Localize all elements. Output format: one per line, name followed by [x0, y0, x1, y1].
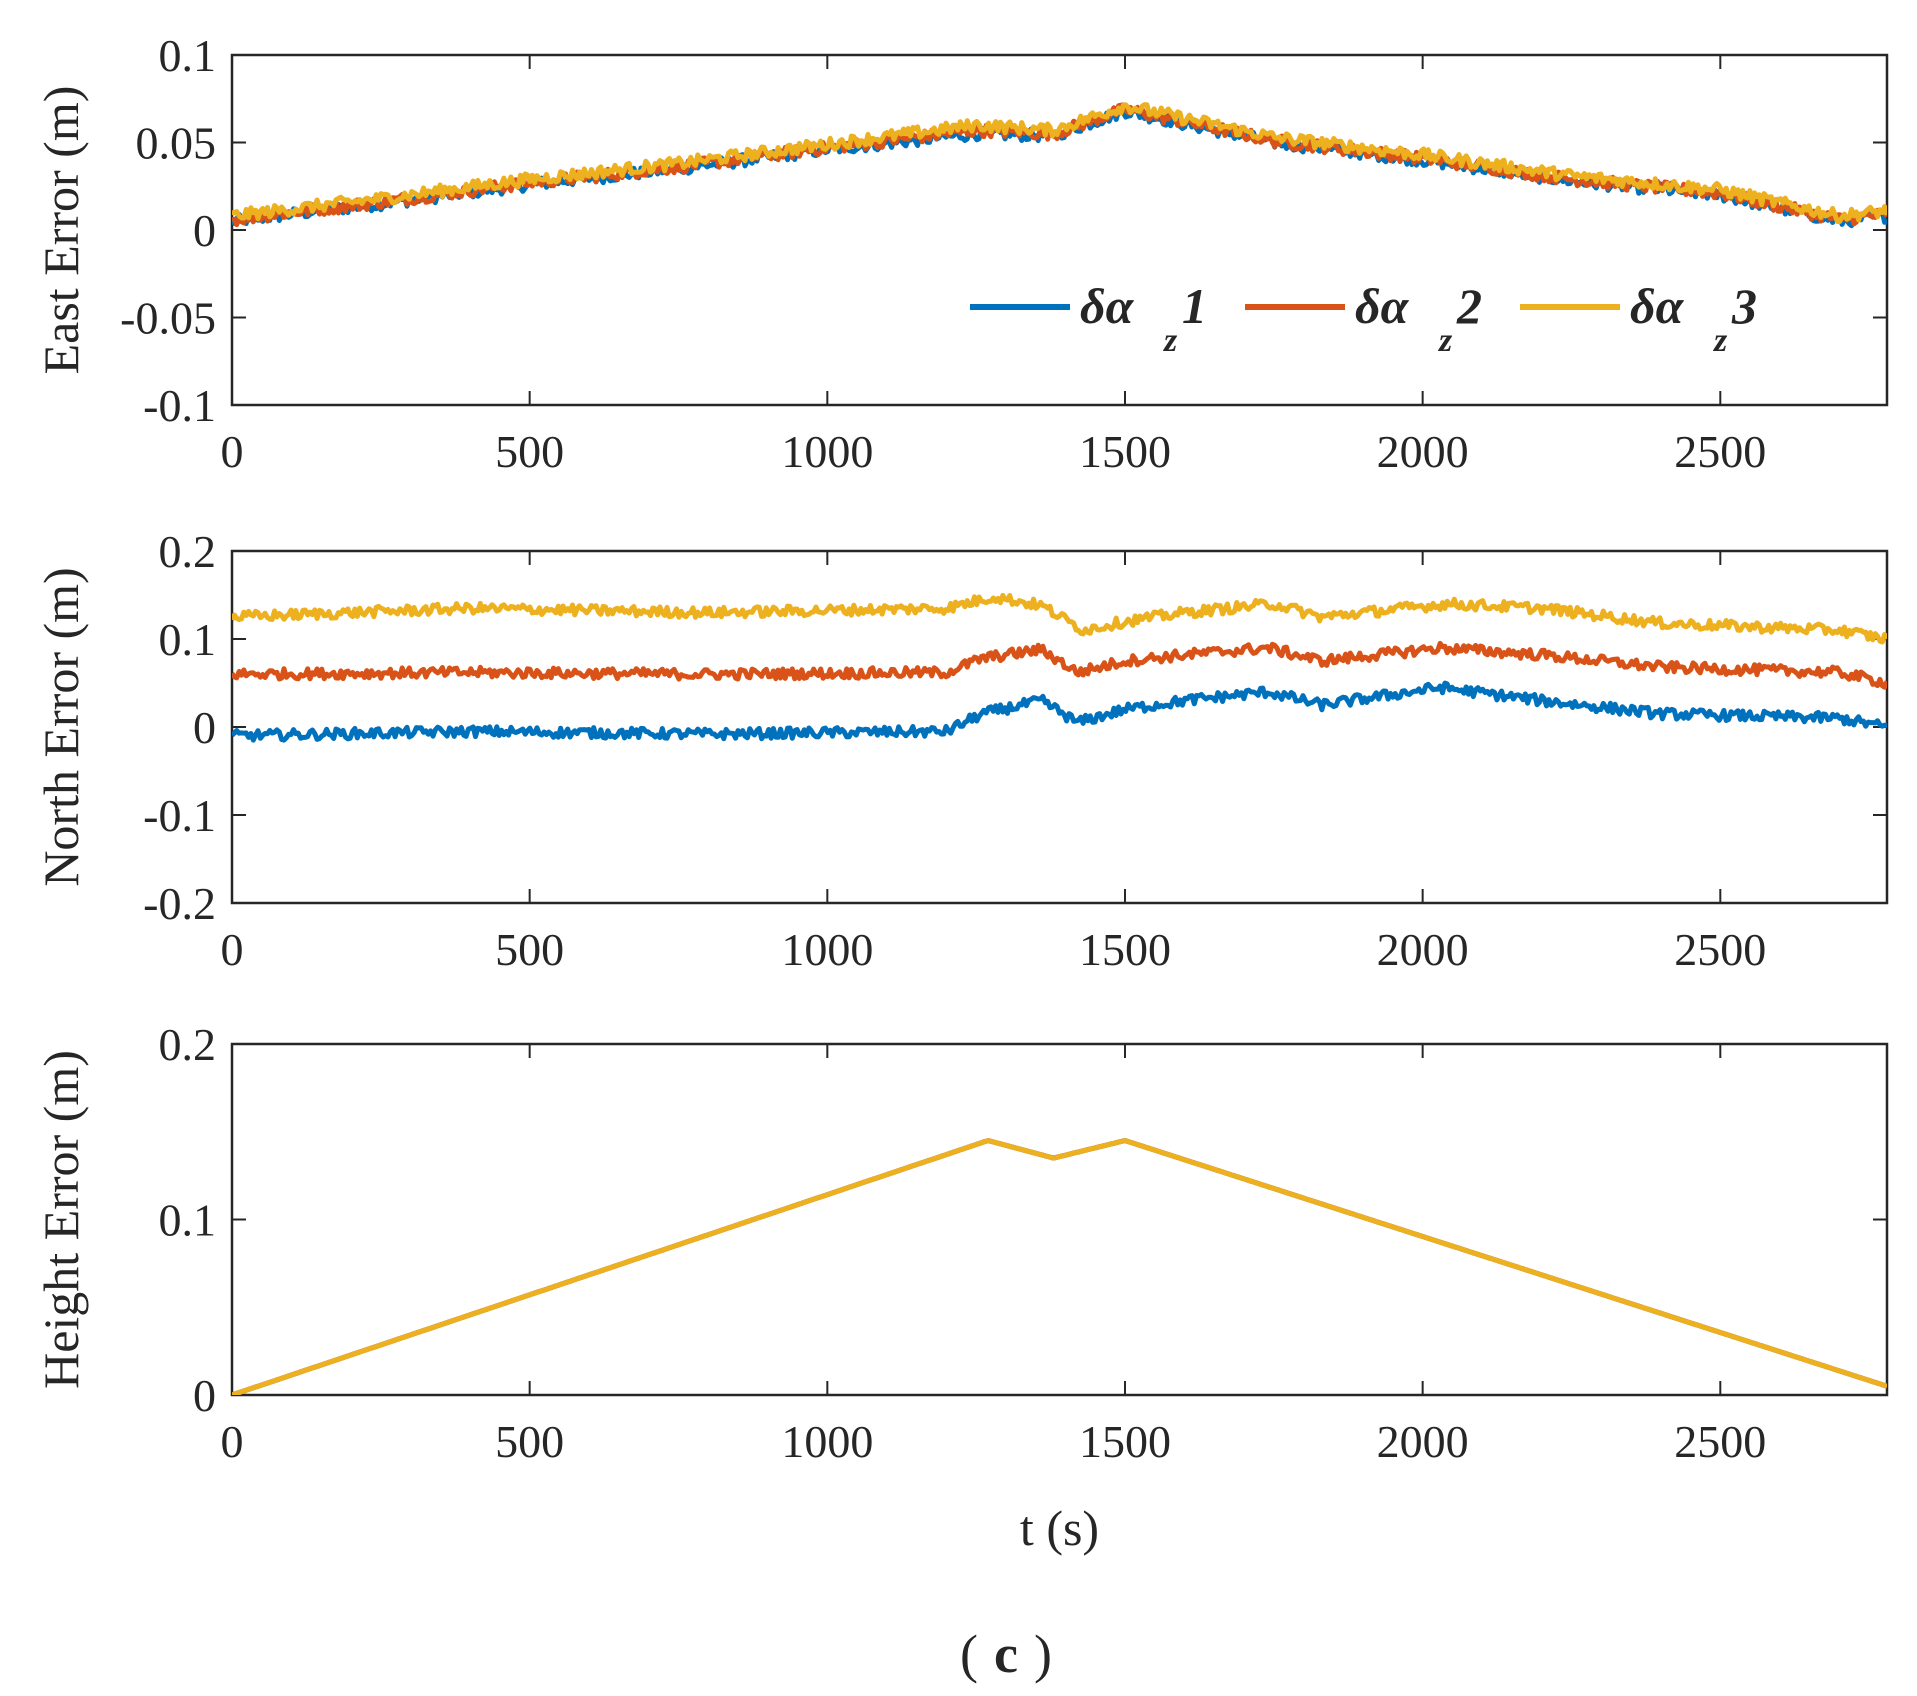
x-tick-label: 1000	[781, 1416, 873, 1467]
y-tick-label: -0.05	[120, 293, 216, 344]
x-tick-label: 0	[221, 1416, 244, 1467]
y-tick-label: 0.1	[159, 1195, 217, 1246]
legend-suffix: 2	[1456, 278, 1482, 334]
x-tick-label: 1500	[1079, 924, 1171, 975]
legend-subscript: z	[1713, 322, 1728, 359]
x-tick-label: 2500	[1674, 1416, 1766, 1467]
x-tick-label: 1000	[781, 426, 873, 477]
caption-open-paren: (	[960, 1624, 978, 1684]
legend-suffix: 1	[1182, 278, 1207, 334]
legend-symbol: δα	[1080, 278, 1135, 334]
y-tick-label: 0	[193, 205, 216, 256]
legend-suffix: 3	[1731, 278, 1757, 334]
y-axis-label: Height Error (m)	[33, 1050, 89, 1389]
y-tick-label: -0.2	[143, 878, 216, 929]
caption-close-paren: )	[1034, 1624, 1052, 1684]
chart-panel-3: 0 500 1000 1500 2000 2500 0 0.1 0.2 Height Error …	[33, 1019, 1889, 1556]
axes-box	[230, 1042, 1889, 1397]
x-axis-label: t (s)	[1020, 1500, 1099, 1556]
legend-subscript: z	[1438, 322, 1453, 359]
x-tick-label: 2500	[1674, 426, 1766, 477]
caption-letter: c	[994, 1624, 1018, 1684]
x-tick-label: 2000	[1377, 426, 1469, 477]
series-line-3	[232, 102, 1887, 224]
x-tick-label: 500	[495, 426, 564, 477]
x-tick-label: 500	[495, 1416, 564, 1467]
x-tick-label: 1000	[781, 924, 873, 975]
x-tick-label: 2000	[1377, 1416, 1469, 1467]
series-line-3	[232, 1138, 1887, 1395]
series-line-3	[232, 592, 1887, 645]
chart-panel-2: 0 500 1000 1500 2000 2500 -0.2 -0.1 0 0.1 0.2 North…	[33, 526, 1889, 975]
y-tick-label: 0.2	[159, 526, 217, 577]
legend-subscript: z	[1163, 322, 1178, 359]
x-tick-label: 2000	[1377, 924, 1469, 975]
x-tick-label: 1500	[1079, 1416, 1171, 1467]
axes-box	[230, 53, 1889, 407]
y-tick-label: -0.1	[143, 790, 216, 841]
y-tick-label: -0.1	[143, 380, 216, 431]
y-tick-label: 0.2	[159, 1019, 217, 1070]
y-axis-label: North Error (m)	[33, 567, 89, 886]
y-tick-label: 0.05	[136, 118, 217, 169]
chart-panel-1: 0 500 1000 1500 2000 2500 -0.1 -0.05 0 0.05 0.1 Eas…	[33, 30, 1889, 477]
x-tick-label: 0	[221, 924, 244, 975]
y-axis-label: East Error (m)	[33, 86, 89, 375]
x-tick-label: 500	[495, 924, 564, 975]
series-line-1	[232, 680, 1887, 743]
x-tick-label: 1500	[1079, 426, 1171, 477]
legend-symbol: δα	[1630, 278, 1685, 334]
legend-symbol: δα	[1355, 278, 1410, 334]
series-line-2	[232, 640, 1887, 690]
y-tick-label: 0.1	[159, 30, 217, 81]
x-tick-label: 0	[221, 426, 244, 477]
y-tick-label: 0	[193, 1370, 216, 1421]
y-tick-label: 0	[193, 702, 216, 753]
figure-caption: ( c)	[960, 1624, 1052, 1684]
y-tick-label: 0.1	[159, 614, 217, 665]
x-tick-label: 2500	[1674, 924, 1766, 975]
